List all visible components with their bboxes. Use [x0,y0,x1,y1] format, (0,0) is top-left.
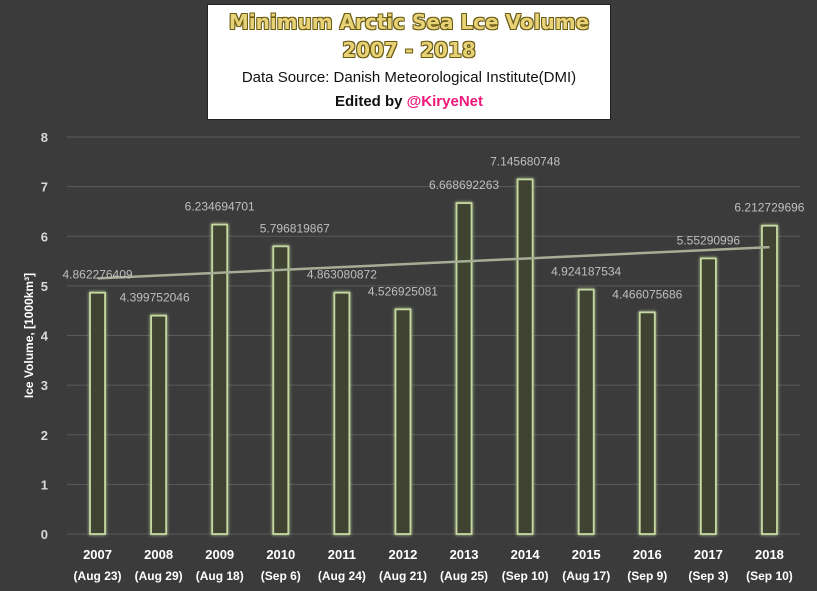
y-tick-label: 8 [41,130,48,145]
x-tick-label-year: 2015 [572,547,601,562]
x-tick-label-date: (Aug 29) [135,569,183,583]
bars [89,178,778,535]
x-tick-label-year: 2011 [328,547,356,562]
y-tick-label: 2 [41,428,48,443]
x-tick-label-year: 2010 [266,547,295,562]
x-tick-label-year: 2014 [511,547,541,562]
x-tick-label-year: 2017 [694,547,723,562]
bar [638,311,656,535]
x-tick-label-date: (Aug 18) [196,569,244,583]
x-tick-label-year: 2013 [450,547,479,562]
x-tick-label-date: (Aug 23) [74,569,122,583]
bar [699,257,717,535]
x-tick-label-date: (Aug 24) [318,569,366,583]
bar [516,178,534,535]
data-label: 6.234694701 [185,200,255,214]
bar [272,245,290,535]
x-tick-label-year: 2016 [633,547,662,562]
bar [211,223,229,535]
data-source-text: Data Source: Danish Meteorological Insti… [241,69,577,86]
y-tick-label: 6 [41,229,48,244]
edited-by-text: Edited by @KiryeNet [208,90,610,114]
y-axis-label: Ice Volume, [1000km³] [22,273,36,398]
data-label: 5.796819867 [260,221,330,235]
x-tick-label-year: 2008 [144,547,173,562]
chart-title-box: Minimum Arctic Sea Lce Volume 2007 - 201… [207,4,611,120]
x-tick-label-date: (Aug 25) [440,569,488,583]
data-label: 4.399752046 [120,291,190,305]
y-tick-label: 7 [41,180,48,195]
data-label: 4.526925081 [368,284,438,298]
chart-title: Minimum Arctic Sea Lce Volume [228,10,590,34]
y-tick-label: 4 [41,329,49,344]
data-label: 4.863080872 [307,268,377,282]
gridlines [67,136,800,535]
bar [577,288,595,535]
x-tick-label-date: (Sep 9) [627,569,667,583]
edited-by-label: Edited by [334,93,407,110]
bar [761,224,778,535]
data-label: 4.862276409 [63,268,133,282]
bar [89,291,106,535]
x-tick-label-date: (Aug 17) [562,569,610,583]
x-tick-label-year: 2012 [388,547,417,562]
trendline [97,245,770,280]
x-tick-label-date: (Sep 3) [688,569,728,583]
data-label: 4.466075686 [612,287,682,301]
data-label: 6.668692263 [429,178,499,192]
bar [150,314,168,535]
x-tick-label-year: 2018 [755,547,784,562]
data-label: 4.924187534 [551,265,621,279]
y-tick-label: 1 [41,477,48,492]
bar [455,202,473,535]
chart-subtitle-years: 2007 - 2018 [342,38,476,62]
data-labels: 4.862276409 4.399752046 6.234694701 5.79681… [63,154,805,304]
author-handle: @KiryeNet [406,93,483,110]
x-tick-label-date: (Sep 6) [261,569,301,583]
y-tick-label: 0 [41,527,48,542]
y-tick-label: 5 [41,279,48,294]
x-tick-label-date: (Sep 10) [746,569,793,583]
x-tick-label-date: (Aug 21) [379,569,427,583]
trendline-group [97,245,770,280]
axes: 0 1 2 3 4 5 6 7 8 Ice Volume, [1000km³] 2007 (Aug 2… [22,130,793,583]
x-tick-label-date: (Sep 10) [502,569,549,583]
bar [333,291,351,535]
data-label: 6.212729696 [734,201,804,215]
bar [394,308,412,535]
data-label: 5.55290996 [677,233,741,247]
x-tick-label-year: 2009 [205,547,234,562]
data-label: 7.145680748 [490,154,560,168]
y-tick-label: 3 [41,378,48,393]
x-tick-label-year: 2007 [83,547,112,562]
